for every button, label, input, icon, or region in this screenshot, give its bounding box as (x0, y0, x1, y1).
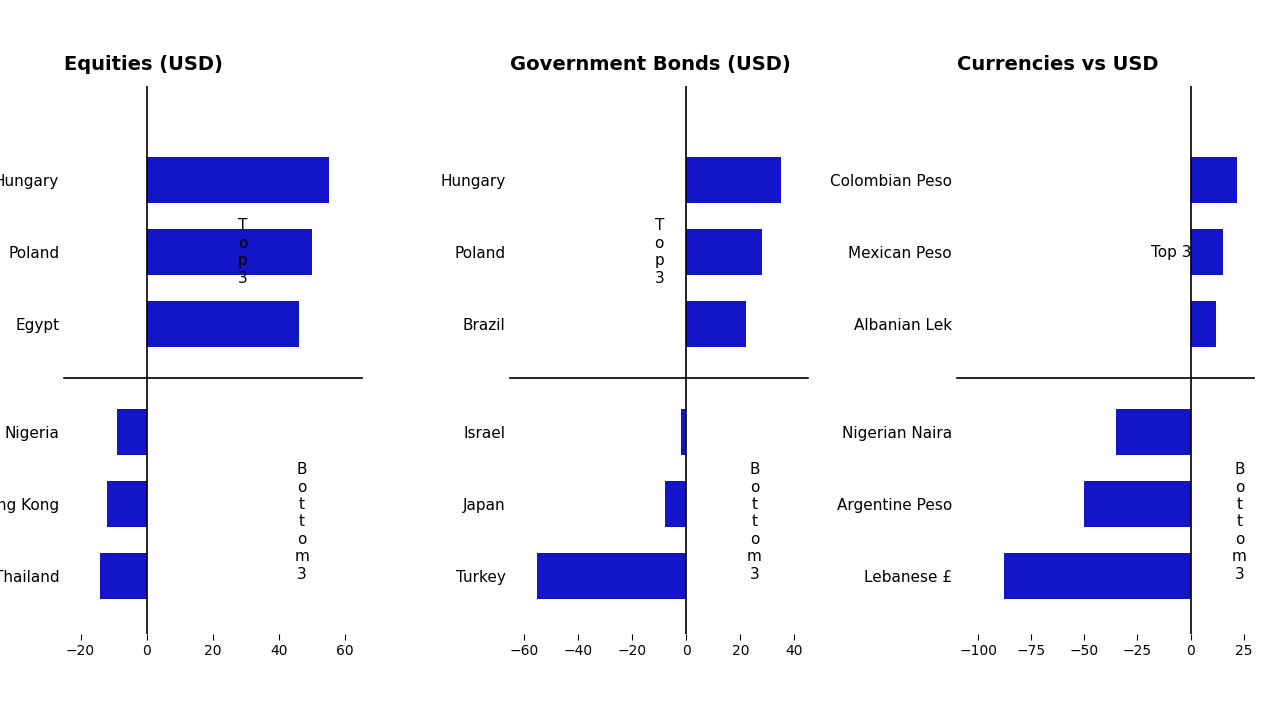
Text: Equities (USD): Equities (USD) (64, 55, 223, 73)
Text: Government Bonds (USD): Government Bonds (USD) (511, 55, 791, 73)
Bar (1190, 157, 1238, 204)
Bar (686, 301, 746, 347)
Bar (1190, 301, 1216, 347)
Bar (686, 229, 762, 276)
Text: Currencies vs USD: Currencies vs USD (957, 55, 1158, 73)
Text: T
o
p
3: T o p 3 (238, 218, 247, 286)
Text: B
o
t
t
o
m
3: B o t t o m 3 (294, 462, 310, 582)
Bar (1004, 553, 1190, 599)
Bar (147, 229, 312, 276)
Bar (681, 408, 686, 455)
Bar (108, 481, 147, 527)
Text: B
o
t
t
o
m
3: B o t t o m 3 (1233, 462, 1247, 582)
Text: B
o
t
t
o
m
3: B o t t o m 3 (748, 462, 762, 582)
Text: Top 3: Top 3 (1151, 245, 1192, 259)
Bar (686, 157, 781, 204)
Bar (664, 481, 686, 527)
Bar (147, 157, 329, 204)
Bar (116, 408, 147, 455)
Bar (538, 553, 686, 599)
Bar (1084, 481, 1190, 527)
Bar (100, 553, 147, 599)
Bar (1116, 408, 1190, 455)
Bar (1190, 229, 1222, 276)
Text: T
o
p
3: T o p 3 (654, 218, 664, 286)
Bar (147, 301, 298, 347)
